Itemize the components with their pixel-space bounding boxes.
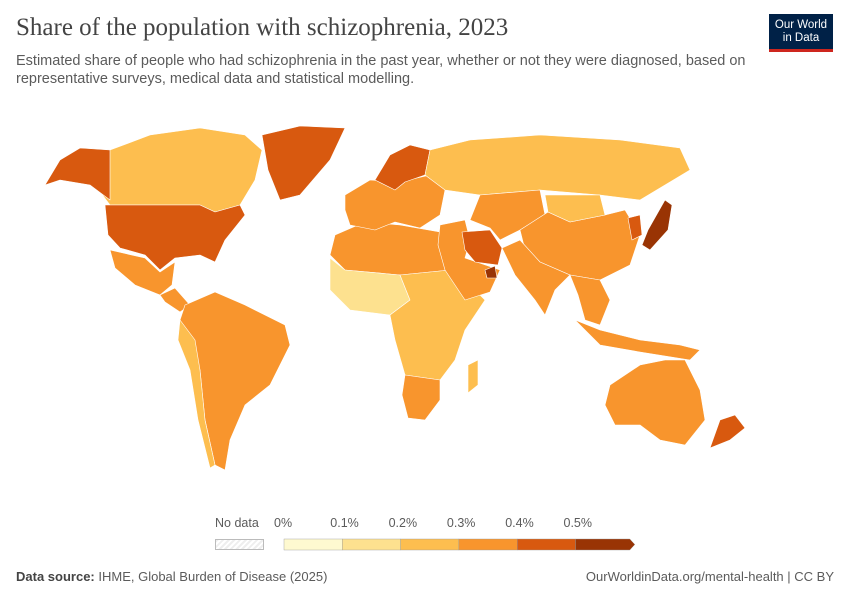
legend-bin-4 xyxy=(517,538,576,551)
region-new-zealand[interactable] xyxy=(709,414,746,449)
legend-tick: 0.5% xyxy=(563,516,593,530)
legend-no-data-label: No data xyxy=(215,516,259,530)
legend-bin-5 xyxy=(575,538,636,551)
legend-tick: 0.3% xyxy=(446,516,476,530)
source-text: IHME, Global Burden of Disease (2025) xyxy=(98,569,328,584)
region-north-africa[interactable] xyxy=(329,221,456,276)
region-central-asia[interactable] xyxy=(469,189,546,241)
world-map xyxy=(44,125,746,471)
region-mexico[interactable] xyxy=(109,249,176,296)
region-indonesia[interactable] xyxy=(574,319,701,361)
region-madagascar[interactable] xyxy=(467,359,479,394)
source-label: Data source: xyxy=(16,569,95,584)
legend-tick: 0.2% xyxy=(388,516,418,530)
footer-link[interactable]: OurWorldinData.org/mental-health | CC BY xyxy=(585,569,834,584)
data-source: Data source: IHME, Global Burden of Dise… xyxy=(16,569,327,584)
region-united-states[interactable] xyxy=(104,204,246,271)
region-andes[interactable] xyxy=(177,319,216,469)
region-iran[interactable] xyxy=(461,229,503,266)
legend-bin-0 xyxy=(283,538,343,551)
legend-bin-2 xyxy=(400,538,460,551)
region-south-africa[interactable] xyxy=(401,374,441,421)
legend-tick: 0.4% xyxy=(505,516,534,530)
legend-tick: 0.1% xyxy=(330,516,359,530)
legend-color-bar xyxy=(283,538,636,551)
region-middle-east[interactable] xyxy=(437,219,501,301)
region-southeast-asia[interactable] xyxy=(569,274,611,326)
legend-tick: 0% xyxy=(274,516,293,530)
region-australia[interactable] xyxy=(604,359,706,446)
region-russia[interactable] xyxy=(424,134,691,201)
legend-bin-1 xyxy=(342,538,401,551)
region-uae[interactable] xyxy=(484,265,498,279)
region-mongolia[interactable] xyxy=(544,194,606,223)
legend-bin-3 xyxy=(458,538,518,551)
chart-subtitle: Estimated share of people who had schizo… xyxy=(16,53,746,87)
region-alaska[interactable] xyxy=(44,147,111,201)
owid-logo[interactable]: Our World in Data xyxy=(769,14,833,52)
region-japan[interactable] xyxy=(641,199,673,251)
region-greenland[interactable] xyxy=(261,125,346,201)
legend-no-data-swatch xyxy=(215,539,264,550)
chart-title: Share of the population with schizophren… xyxy=(16,14,509,41)
region-india[interactable] xyxy=(501,239,571,316)
region-korea[interactable] xyxy=(627,214,643,241)
